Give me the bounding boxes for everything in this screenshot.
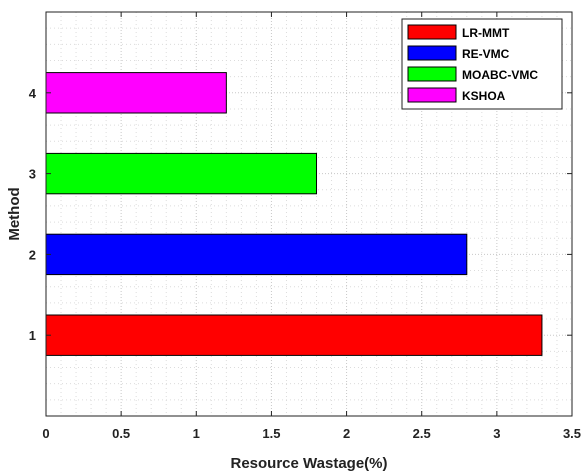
- legend-swatch: [407, 66, 457, 82]
- legend-label: KSHOA: [462, 89, 506, 103]
- y-tick-label: 3: [29, 167, 36, 182]
- x-tick-label: 2.5: [413, 426, 431, 441]
- x-tick-label: 3: [493, 426, 500, 441]
- legend-swatch: [407, 45, 457, 61]
- legend-label: LR-MMT: [462, 26, 510, 40]
- y-axis-label: Method: [6, 187, 23, 240]
- ticks: [45, 12, 573, 416]
- legend-swatch: [407, 87, 457, 103]
- y-tick-label: 1: [29, 328, 36, 343]
- plot-frame: [45, 11, 573, 417]
- x-tick-label: 0.5: [112, 426, 130, 441]
- x-tick-label: 0: [42, 426, 49, 441]
- y-tick-label: 2: [29, 247, 36, 262]
- y-tick-label: 4: [29, 86, 37, 101]
- bar-kshoa: [45, 72, 227, 114]
- legend-swatch: [407, 24, 457, 40]
- x-tick-label: 2: [343, 426, 350, 441]
- x-tick-label: 3.5: [563, 426, 581, 441]
- y-tick-labels: 1 2 3 4: [29, 86, 37, 343]
- x-tick-label: 1.5: [262, 426, 280, 441]
- x-tick-labels: 0 0.5 1 1.5 2 2.5 3 3.5: [42, 426, 581, 441]
- legend-label: MOABC-VMC: [462, 68, 538, 82]
- x-tick-label: 1: [193, 426, 200, 441]
- bar-re-vmc: [45, 233, 468, 276]
- bar-lr-mmt: [45, 314, 543, 356]
- legend: LR-MMT RE-VMC MOABC-VMC KSHOA: [401, 18, 563, 110]
- bars: [45, 72, 543, 356]
- x-axis-label: Resource Wastage(%): [231, 455, 388, 472]
- bar-moabc-vmc: [45, 152, 318, 195]
- legend-label: RE-VMC: [462, 47, 510, 61]
